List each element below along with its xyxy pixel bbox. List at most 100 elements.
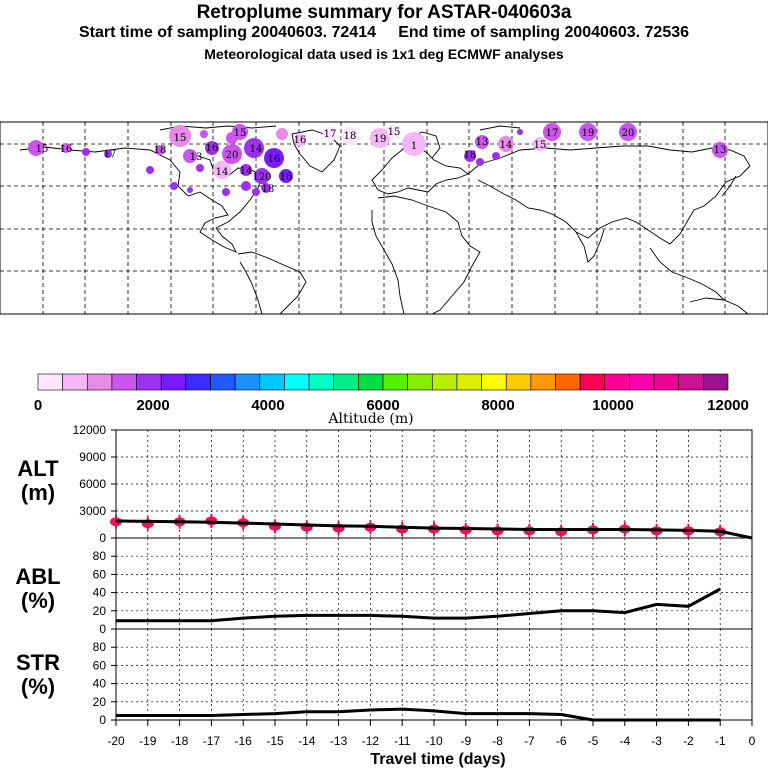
colorbar-swatch-6 [185,373,211,391]
plume-dot-29 [579,123,597,141]
plume-dot-32 [146,166,154,174]
plume-dot-30 [619,123,637,141]
ytick-ABL-20: 20 [93,604,107,618]
ytick-ABL-80: 80 [93,549,107,563]
xtick--11: -11 [394,734,411,748]
x-axis-label: Travel time (days) [370,751,505,768]
colorbar-swatch-17 [456,373,482,391]
colorbar-swatch-21 [555,373,581,391]
map-label-21: 17 [324,129,337,140]
plume-dot-35 [222,188,230,196]
xtick--10: -10 [425,734,443,748]
plume-dot-41 [517,129,523,135]
plume-dot-4 [155,145,165,155]
plume-dot-6 [183,149,197,163]
plume-dot-28 [543,123,561,141]
colorbar-tick-2000: 2000 [136,397,169,414]
plume-dot-42 [226,132,238,144]
plume-dot-1 [61,143,71,153]
plume-dot-24 [464,150,476,162]
colorbar-tick-8000: 8000 [481,397,514,414]
plume-dot-16 [264,148,284,168]
colorbar-swatch-19 [505,373,532,391]
plume-dot-15 [261,183,271,193]
altitude-colorbar: 0 2000 4000 6000 8000 10000 12000 [34,373,749,414]
xtick--18: -18 [171,734,189,748]
colorbar-swatch-11 [308,373,335,391]
plume-dot-0 [28,140,44,156]
plume-dot-27 [533,137,547,151]
colorbar-swatch-0 [37,373,63,391]
map-label-27: 15 [388,127,401,138]
xtick--16: -16 [235,734,253,748]
map-label-14: 13 [476,137,489,148]
xtick--8: -8 [492,734,503,748]
colorbar-tick-12000: 12000 [707,397,749,414]
abl-panel-title: ABL [15,564,60,589]
plume-dot-13 [244,138,264,158]
map-label-2: 15 [36,144,49,155]
map-label-9: 14 [250,144,263,155]
plume-dot-20 [341,127,359,145]
map-label-17: 18 [464,150,477,161]
xtick--14: -14 [298,734,316,748]
sampling-times: Start time of sampling 20040603. 72414 E… [78,24,690,41]
colorbar-tick-10000: 10000 [592,397,634,414]
colorbar-swatch-14 [382,373,408,391]
ytick-ALT-0: 0 [99,531,106,545]
plume-dot-2 [82,148,90,156]
ytick-STR-0: 0 [99,713,106,727]
map-label-18: 16 [206,143,219,154]
map-label-1: 14 [216,167,229,178]
plume-dot-17 [276,128,288,140]
xtick--5: -5 [588,734,599,748]
plume-dot-26 [498,136,514,152]
colorbar-swatch-16 [431,373,458,391]
map-label-12: 16 [280,172,293,183]
xtick-0: 0 [749,734,756,748]
xtick--13: -13 [330,734,348,748]
ytick-ALT-3000: 3000 [79,504,106,518]
colorbar-swatch-2 [86,373,113,391]
colorbar-swatch-22 [579,373,606,391]
alt-panel-title: ALT [17,456,59,481]
coast-south-america [237,251,307,315]
colorbar-tick-0: 0 [34,397,42,414]
xtick--15: -15 [266,734,284,748]
coast-japan [721,175,737,197]
ytick-ALT-12000: 12000 [73,423,107,437]
colorbar-swatch-8 [234,373,261,391]
ytick-STR-60: 60 [93,658,107,672]
plume-dot-3 [104,150,112,158]
map-label-26: 14 [240,166,253,177]
map-label-20: 16 [294,135,307,146]
coast-australia [689,297,749,315]
colorbar-swatch-10 [284,373,310,391]
colorbar-swatch-3 [111,373,137,391]
map-label-13: 18 [262,184,275,195]
colorbar-swatch-1 [62,373,88,391]
colorbar-swatch-25 [653,373,680,391]
alt-mean-line [115,519,753,540]
ytick-ABL-40: 40 [93,586,107,600]
xtick--6: -6 [556,734,567,748]
xtick--2: -2 [683,734,694,748]
map-label-6: 19 [582,128,595,139]
xtick--12: -12 [362,734,380,748]
map-label-28: 1 [411,141,417,152]
colorbar-swatch-13 [358,373,384,391]
ytick-ABL-0: 0 [99,622,106,636]
alt-panel-unit: (m) [21,480,55,505]
map-label-7: 20 [622,128,635,139]
str-panel-unit: (%) [21,674,55,699]
ytick-ALT-9000: 9000 [79,450,106,464]
plume-dot-18 [294,134,306,146]
ytick-STR-40: 40 [93,677,107,691]
plume-dot-37 [252,188,260,196]
ytick-STR-80: 80 [93,640,107,654]
plume-dot-9 [213,161,231,179]
str-line [116,707,721,722]
